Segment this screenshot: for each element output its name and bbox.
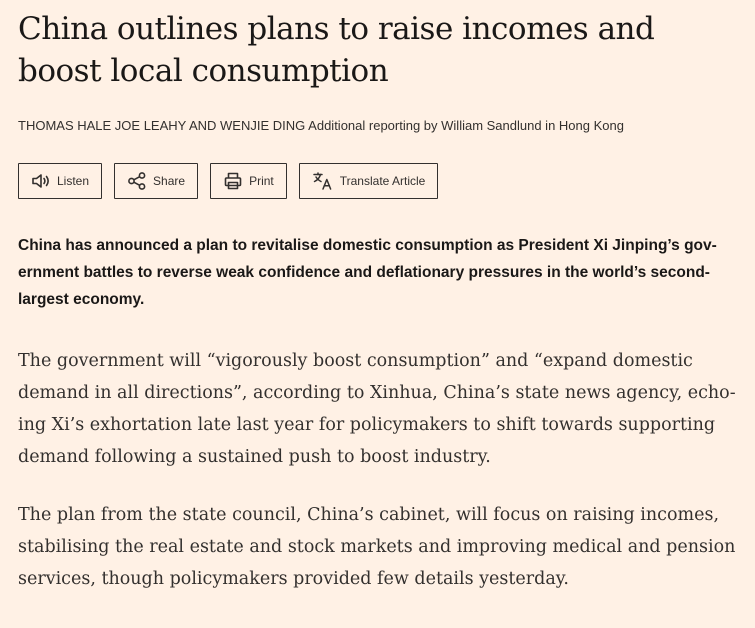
article-actions: Listen Share P <box>18 163 737 199</box>
byline-additional-reporting: Additional reporting by William Sandlund… <box>308 118 624 133</box>
share-icon <box>127 171 147 191</box>
translate-icon <box>312 171 334 191</box>
article: China outlines plans to raise incomes an… <box>0 8 755 595</box>
print-button[interactable]: Print <box>210 163 287 199</box>
body-paragraph: The plan from the state council, China’s… <box>18 505 736 589</box>
headline: China outlines plans to raise incomes an… <box>18 11 655 89</box>
translate-label: Translate Article <box>339 174 426 188</box>
printer-icon <box>223 171 243 191</box>
standfirst: China has announced a plan to revitalise… <box>18 237 717 308</box>
print-label: Print <box>249 174 274 188</box>
share-button[interactable]: Share <box>114 163 199 199</box>
body-paragraph: The government will “vigorously boost co… <box>18 351 736 467</box>
speaker-icon <box>31 172 51 190</box>
translate-button[interactable]: Translate Article <box>298 163 439 199</box>
share-label: Share <box>153 174 186 188</box>
listen-button[interactable]: Listen <box>18 163 103 199</box>
listen-label: Listen <box>57 174 90 188</box>
byline-authors[interactable]: Thomas Hale Joe Leahy and Wenjie Ding <box>18 118 306 133</box>
byline: Thomas Hale Joe Leahy and Wenjie Ding Ad… <box>18 118 737 134</box>
